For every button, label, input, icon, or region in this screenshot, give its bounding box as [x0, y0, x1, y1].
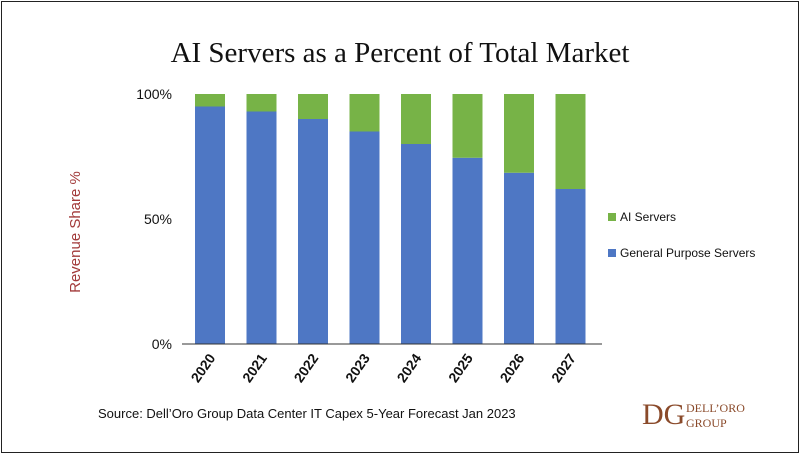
- x-tick-label: 2024: [393, 350, 424, 385]
- x-ticks: 2020 2021 2022 2023 2024 2025 2026 2027: [187, 350, 579, 385]
- x-tick-label: 2027: [548, 350, 579, 385]
- dell-oro-logo: DG DELL’ORO GROUP: [642, 398, 745, 431]
- bar-ai-servers-2025: [452, 94, 483, 158]
- bar-general-purpose-2021: [246, 111, 277, 344]
- y-tick-label: 0%: [152, 336, 172, 352]
- y-tick-label: 100%: [136, 86, 172, 102]
- bar-ai-servers-2026: [504, 94, 534, 173]
- logo-line-1: DELL’ORO: [686, 401, 745, 415]
- x-tick-label: 2026: [496, 350, 527, 385]
- bar-general-purpose-2026: [504, 172, 534, 344]
- x-tick-label: 2025: [445, 350, 476, 385]
- logo-monogram: DG: [642, 398, 685, 431]
- bar-general-purpose-2024: [401, 144, 431, 344]
- bar-ai-servers-2022: [298, 94, 328, 119]
- bar-general-purpose-2023: [349, 131, 380, 344]
- legend-swatch-ai-servers: [608, 213, 616, 221]
- legend: AI Servers General Purpose Servers: [608, 210, 755, 260]
- legend-label-ai-servers: AI Servers: [620, 210, 676, 224]
- bar-ai-servers-2024: [401, 94, 431, 144]
- legend-label-general-purpose: General Purpose Servers: [620, 246, 755, 260]
- logo-line-2: GROUP: [686, 416, 727, 430]
- x-tick-label: 2023: [342, 350, 373, 385]
- x-tick-label: 2020: [187, 350, 218, 385]
- bar-ai-servers-2021: [246, 94, 277, 112]
- bar-general-purpose-2027: [555, 189, 586, 344]
- x-tick-label: 2021: [239, 350, 270, 385]
- bar-general-purpose-2025: [452, 157, 483, 344]
- legend-swatch-general-purpose: [608, 249, 616, 257]
- x-tick-label: 2022: [290, 350, 321, 385]
- chart-title: AI Servers as a Percent of Total Market: [171, 37, 630, 69]
- bar-general-purpose-2020: [195, 106, 225, 344]
- bar-ai-servers-2020: [195, 94, 225, 107]
- bar-ai-servers-2023: [349, 94, 380, 132]
- bars: [195, 94, 586, 344]
- y-axis-label: Revenue Share %: [67, 171, 84, 293]
- source-note: Source: Dell’Oro Group Data Center IT Ca…: [98, 406, 516, 421]
- bar-general-purpose-2022: [298, 119, 328, 344]
- y-tick-label: 50%: [144, 211, 172, 227]
- bar-ai-servers-2027: [555, 94, 586, 189]
- y-ticks: 0% 50% 100%: [136, 86, 172, 352]
